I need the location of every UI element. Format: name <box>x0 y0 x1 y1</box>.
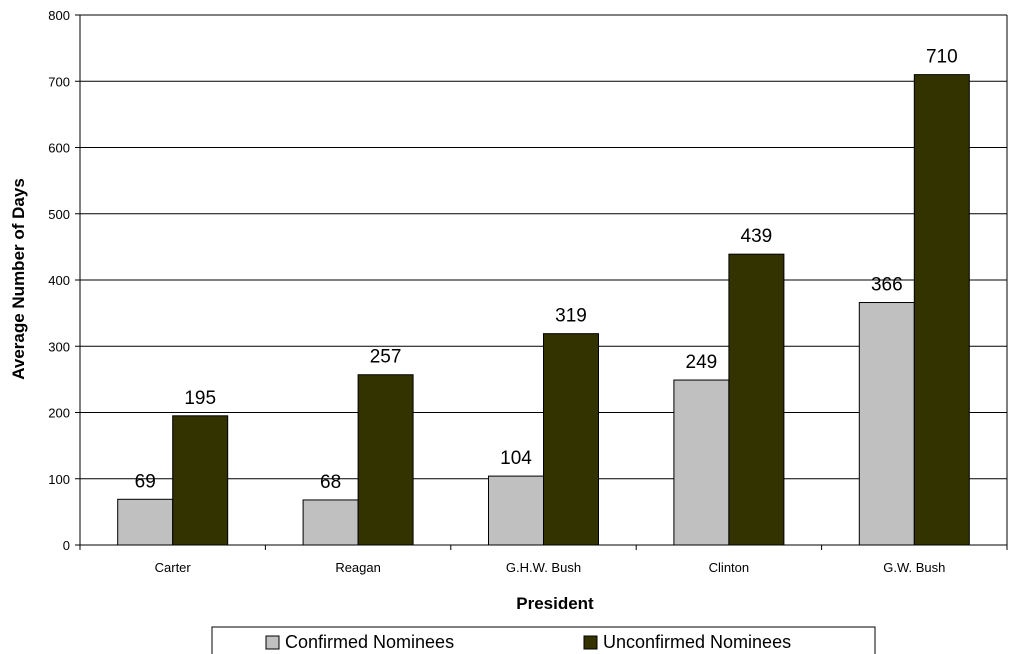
y-tick-label: 700 <box>48 74 70 89</box>
bar <box>488 475 544 546</box>
x-tick-label: G.H.W. Bush <box>506 560 581 575</box>
data-label: 68 <box>320 472 341 493</box>
y-tick-label: 0 <box>63 538 70 553</box>
legend-box <box>211 626 876 654</box>
data-label: 319 <box>555 306 587 327</box>
data-label: 257 <box>370 347 402 368</box>
bars <box>117 74 970 546</box>
y-tick-label: 100 <box>48 472 70 487</box>
legend: Confirmed Nominees Unconfirmed Nominees <box>211 626 876 654</box>
bar <box>543 333 599 546</box>
y-axis-title: Average Number of Days <box>9 178 28 380</box>
bar <box>172 415 229 546</box>
axes <box>75 14 1008 550</box>
x-tick-label: Carter <box>155 560 192 575</box>
data-label: 104 <box>500 448 532 469</box>
bar <box>913 74 970 546</box>
legend-label-confirmed: Confirmed Nominees <box>285 632 454 652</box>
data-label: 710 <box>926 47 958 68</box>
x-tick-label: Reagan <box>335 560 381 575</box>
bar <box>728 253 785 546</box>
data-label: 69 <box>135 471 156 492</box>
y-tick-label: 600 <box>48 141 70 156</box>
x-tick-label: G.W. Bush <box>883 560 945 575</box>
data-label: 439 <box>741 226 773 247</box>
x-axis-title: President <box>516 594 594 613</box>
y-tick-label: 800 <box>48 8 70 23</box>
y-tick-label: 500 <box>48 207 70 222</box>
bar <box>858 302 915 546</box>
x-tick-labels: Carter Reagan G.H.W. Bush Clinton G.W. Bush <box>155 560 946 575</box>
bar <box>357 374 414 546</box>
data-label: 195 <box>184 388 216 409</box>
y-tick-labels: 0 100 200 300 400 500 600 700 800 <box>48 8 70 553</box>
legend-swatch-unconfirmed <box>583 635 598 650</box>
x-tick-label: Clinton <box>709 560 749 575</box>
bar <box>117 498 174 546</box>
data-label: 249 <box>686 352 718 373</box>
legend-swatch-confirmed <box>265 635 280 650</box>
y-tick-label: 300 <box>48 339 70 354</box>
bar <box>302 499 359 546</box>
y-tick-label: 400 <box>48 273 70 288</box>
data-label: 366 <box>871 275 903 296</box>
y-tick-label: 200 <box>48 406 70 421</box>
bar <box>673 379 730 546</box>
data-labels: 69 195 68 257 104 319 249 439 366 710 <box>135 47 958 493</box>
legend-label-unconfirmed: Unconfirmed Nominees <box>603 632 791 652</box>
